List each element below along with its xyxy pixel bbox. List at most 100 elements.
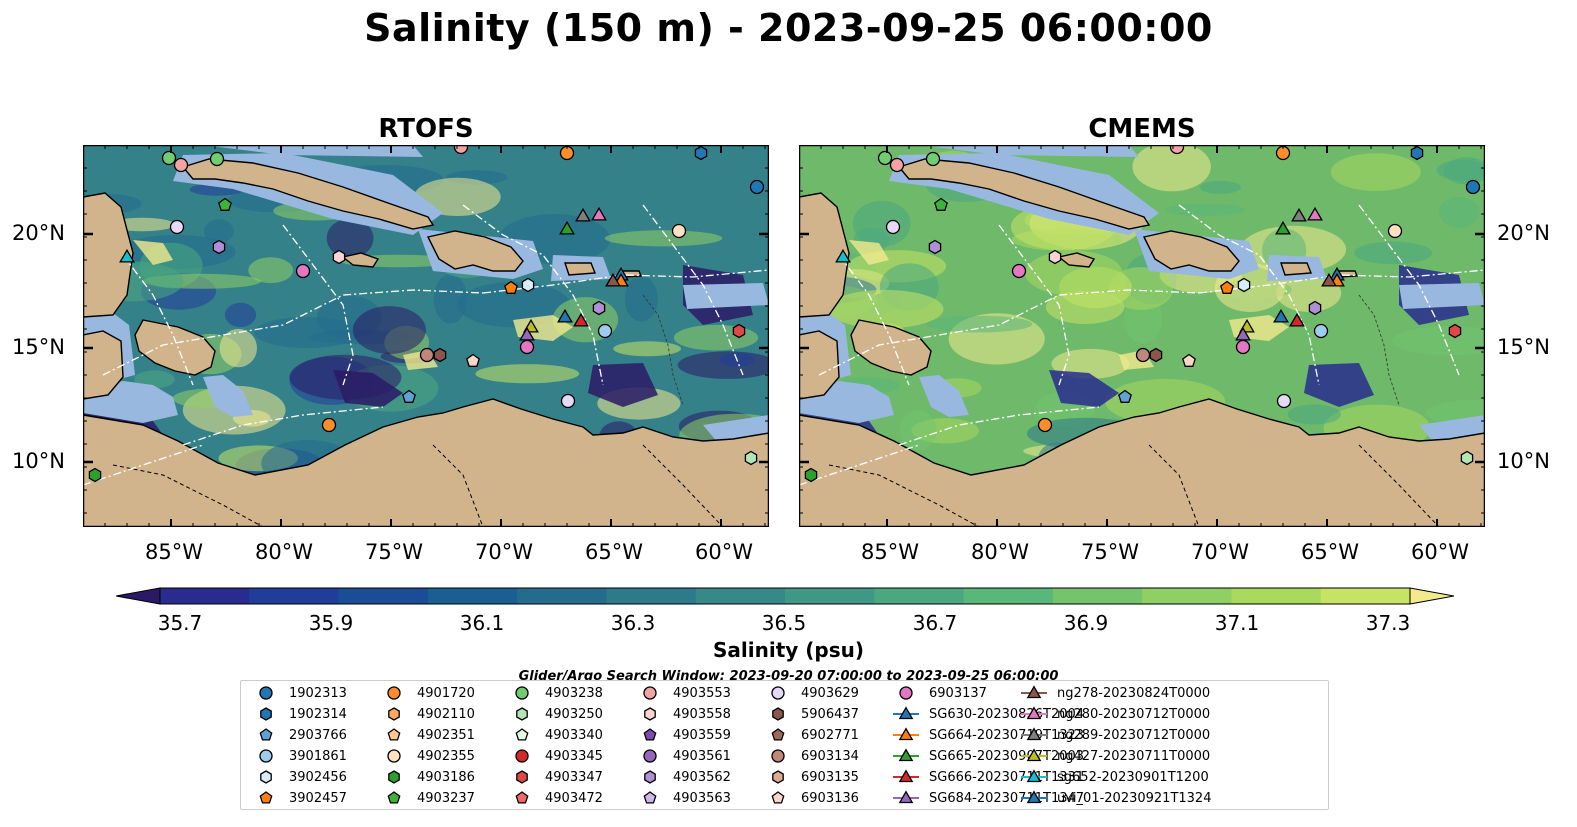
cmems-platform-marker xyxy=(1235,339,1251,355)
legend-entry: sg652-20230901T1200 xyxy=(1019,767,1209,787)
legend-entry: 4903562 xyxy=(635,767,731,787)
legend-symbol xyxy=(516,707,528,721)
rtofs-high-salinity-region xyxy=(133,240,173,265)
colorbar-tick-label: 35.9 xyxy=(308,611,354,635)
legend-label: 5906437 xyxy=(801,706,859,722)
legend-symbol xyxy=(898,727,914,741)
lat-label-20n-right: 20°N xyxy=(1497,221,1550,245)
rtofs-platform-marker xyxy=(592,300,606,316)
rtofs-land xyxy=(134,319,216,376)
rtofs-platform-marker xyxy=(504,280,518,294)
cmems-platform-marker xyxy=(1410,145,1424,161)
legend-marker xyxy=(515,728,529,741)
rtofs-platform-marker xyxy=(212,239,226,255)
cmems-platform-marker xyxy=(1448,323,1462,339)
legend-entry: 4903559 xyxy=(635,725,731,745)
cmems-eez-boundary xyxy=(799,444,920,486)
rtofs-land xyxy=(341,252,380,268)
legend-symbol xyxy=(643,791,657,804)
legend-label: 4902351 xyxy=(417,727,475,743)
cmems-land xyxy=(1280,262,1313,276)
cmems-platform-marker xyxy=(934,197,948,211)
cmems-salinity-patch xyxy=(1436,159,1485,181)
rtofs-platform-marker xyxy=(744,450,758,466)
legend-marker xyxy=(516,770,528,784)
cmems-platform-marker xyxy=(928,239,942,255)
cmems-platform-marker xyxy=(925,151,941,167)
colorbar-tick-label: 36.9 xyxy=(1063,611,1109,635)
cmems-platform-marker xyxy=(1169,145,1185,155)
legend-marker xyxy=(516,707,528,721)
cmems-platform-marker xyxy=(1307,206,1323,221)
legend-marker xyxy=(1021,748,1047,762)
cmems-salinity-patch xyxy=(926,315,1033,333)
legend-marker xyxy=(644,707,656,721)
cmems-platform-marker xyxy=(1037,417,1053,433)
legend-label: uvi_01-20230921T1324 xyxy=(1057,790,1212,806)
legend-entry: 6903134 xyxy=(763,746,859,766)
legend-marker xyxy=(771,791,785,804)
legend-entry: 4903340 xyxy=(507,725,603,745)
cmems-land xyxy=(799,398,1485,527)
legend-label: ng427-20230711T0000 xyxy=(1057,748,1211,764)
cmems-country-border xyxy=(828,464,980,527)
cmems-platform-marker xyxy=(1220,280,1234,294)
legend-entry: 4903563 xyxy=(635,788,731,808)
colorbar-max-extend xyxy=(1409,587,1454,605)
cmems-shallow-shelf xyxy=(919,145,1139,157)
legend-entry: SG666-20230711T1331 xyxy=(891,767,1084,787)
colorbar-min-extend xyxy=(116,587,161,605)
rtofs-shallow-shelf xyxy=(203,375,253,417)
legend-symbol xyxy=(1026,727,1042,741)
legend-symbol xyxy=(1026,790,1042,804)
legend-label: 4903238 xyxy=(545,685,603,701)
rtofs-salinity-patch xyxy=(219,328,257,368)
legend-label: ng280-20230712T0000 xyxy=(1057,706,1211,722)
legend-entry: 4902351 xyxy=(379,725,475,745)
lat-label-10n-left: 10°N xyxy=(12,449,65,473)
rtofs-platform-marker xyxy=(597,323,613,339)
cmems-eez-boundary xyxy=(898,406,1100,446)
colorbar-segment xyxy=(160,588,250,604)
legend-marker xyxy=(893,706,919,720)
legend-label: 4903562 xyxy=(673,769,731,785)
legend-entry: 1902313 xyxy=(251,683,347,703)
colorbar-title: Salinity (psu) xyxy=(712,638,864,662)
legend-symbol xyxy=(259,686,273,700)
legend-marker xyxy=(515,791,529,804)
rtofs-salinity-patch xyxy=(613,341,681,357)
legend-entry: ng278-20230824T0000 xyxy=(1019,683,1210,703)
lon-label-70w-right: 70°W xyxy=(1191,540,1249,564)
legend-label: ng278-20230824T0000 xyxy=(1057,685,1211,701)
legend-symbol xyxy=(644,770,656,784)
rtofs-platform-marker xyxy=(559,220,575,235)
lon-label-80w-left: 80°W xyxy=(255,540,313,564)
cmems-salinity-patch xyxy=(899,409,937,451)
lon-label-60w-right: 60°W xyxy=(1411,540,1469,564)
rtofs-platform-marker xyxy=(419,347,435,363)
lon-label-65w-left: 65°W xyxy=(585,540,643,564)
legend-label: 4903559 xyxy=(673,727,731,743)
legend-symbol xyxy=(771,749,785,763)
cmems-land xyxy=(799,192,850,318)
colorbar-segment xyxy=(695,588,786,604)
cmems-platform-marker xyxy=(1308,300,1322,316)
legend-label: 1902313 xyxy=(289,685,347,701)
legend-entry: 6903135 xyxy=(763,767,859,787)
cmems-platform-marker xyxy=(1276,393,1292,409)
cmems-salinity-patch xyxy=(826,289,944,329)
rtofs-land xyxy=(181,158,435,230)
legend-entry: 4903250 xyxy=(507,704,603,724)
legend-entry: SG665-20230907T2003 xyxy=(891,746,1084,766)
legend-entry: SG684-20230711T1347 xyxy=(891,788,1084,808)
cmems-land xyxy=(897,158,1151,230)
cmems-low-salinity-region xyxy=(1304,363,1374,407)
legend-symbol xyxy=(771,728,785,741)
colorbar-segment xyxy=(874,588,965,604)
cmems-eez-boundary xyxy=(998,224,1070,386)
legend-label: SG630-20230826T2004 xyxy=(929,706,1085,722)
rtofs-salinity-patch xyxy=(413,177,501,216)
legend-symbol xyxy=(644,707,656,721)
legend-symbol xyxy=(387,749,401,763)
colorbar-segment xyxy=(517,588,607,604)
